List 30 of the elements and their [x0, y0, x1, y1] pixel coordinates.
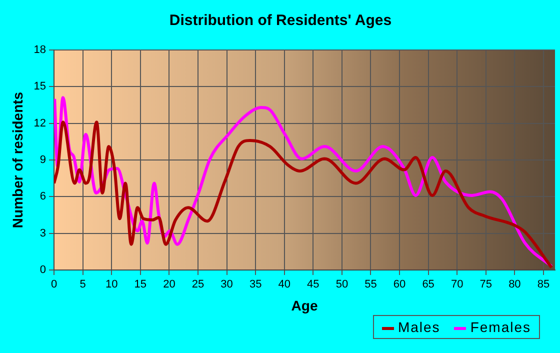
legend-label: Males	[396, 319, 440, 335]
y-tick-label: 3	[40, 227, 46, 240]
legend-label: Females	[469, 319, 531, 335]
x-tick-label: 70	[450, 278, 464, 291]
chart-title: Distribution of Residents' Ages	[169, 12, 392, 30]
y-tick-label: 9	[40, 154, 46, 166]
y-tick-label: 12	[34, 117, 46, 130]
x-tick-label: 15	[134, 278, 147, 291]
x-tick-label: 25	[192, 278, 204, 291]
x-tick-label: 85	[537, 278, 550, 291]
x-tick-label: 5	[80, 278, 86, 291]
x-tick-label: 0	[50, 278, 58, 291]
x-tick-label: 60	[393, 278, 406, 291]
x-tick-label: 30	[220, 278, 233, 291]
x-tick-label: 35	[249, 278, 262, 291]
x-tick-label: 45	[307, 278, 320, 291]
x-tick-label: 10	[105, 278, 118, 291]
x-tick-label: 40	[278, 278, 290, 291]
y-tick-label: 15	[34, 80, 46, 93]
x-axis-title: Age	[291, 297, 318, 314]
x-tick-label: 65	[422, 278, 434, 291]
x-tick-label: 55	[364, 278, 377, 291]
x-tick-label: 80	[508, 278, 521, 291]
x-tick-label: 50	[336, 278, 348, 291]
y-axis-title: Number of residents	[9, 92, 26, 228]
x-tick-label: 75	[480, 278, 492, 291]
y-tick-label: 6	[40, 190, 46, 203]
y-tick-label: 18	[34, 44, 46, 56]
x-tick-label: 20	[163, 278, 176, 291]
y-tick-label: 0	[40, 264, 46, 276]
